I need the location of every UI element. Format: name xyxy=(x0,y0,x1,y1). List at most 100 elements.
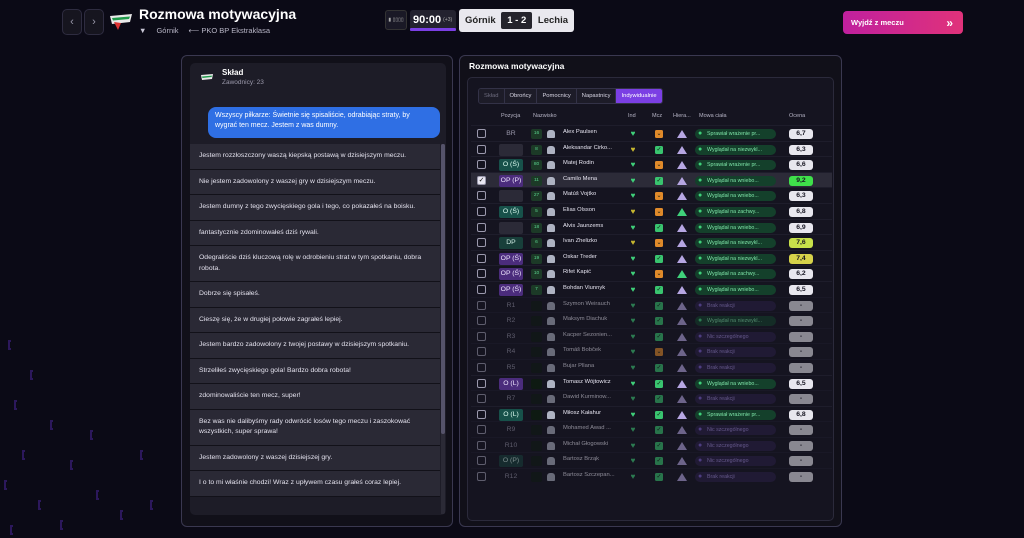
table-row[interactable]: R10 Michał Głogowski ♥ ✓ Nic szczególnego - xyxy=(471,436,832,453)
forward-button[interactable]: › xyxy=(84,9,104,35)
table-row[interactable]: R5 Bujar Pllana ♥ ✓ Brak reakcji - xyxy=(471,358,832,375)
player-name[interactable]: Matej Rodin xyxy=(563,160,594,167)
table-row[interactable]: ✓ OP (P) 11 Camilo Mena ♥ ✓ Wyglądał na wniebo… xyxy=(471,171,832,188)
select-checkbox[interactable] xyxy=(477,206,486,216)
select-checkbox[interactable] xyxy=(477,378,486,388)
select-checkbox[interactable] xyxy=(477,300,486,310)
table-row[interactable]: O (L) Miłosz Kałahur ♥ ✓ Sprawiał wrażenie p… xyxy=(471,405,832,422)
player-name[interactable]: Camilo Mena xyxy=(563,175,598,182)
table-row[interactable]: O (Ś) 80 Matej Rodin ♥ ⌄ Sprawiał wrażenie pr… xyxy=(471,156,832,172)
select-checkbox[interactable] xyxy=(477,238,486,248)
select-checkbox[interactable] xyxy=(477,284,486,294)
select-checkbox[interactable] xyxy=(477,440,486,450)
select-checkbox[interactable] xyxy=(477,472,486,482)
select-checkbox[interactable] xyxy=(477,394,486,404)
table-row[interactable]: OP (Ś) 10 Rifet Kapić ♥ ⌄ Wyglądał na zachwy.… xyxy=(471,265,832,281)
response-option[interactable]: Dobrze się spisałeś. xyxy=(190,282,440,308)
player-name[interactable]: Kacper Sezonien... xyxy=(563,331,612,338)
table-row[interactable]: 18 Alvis Jaunzems ♥ ✓ Wyglądał na wniebo... 6… xyxy=(471,218,832,235)
select-checkbox[interactable] xyxy=(477,425,486,435)
player-name[interactable]: Tomáš Bobček xyxy=(563,347,602,354)
col-body-language[interactable]: Mowa ciała xyxy=(699,113,727,119)
table-row[interactable]: 27 Matúš Vojtko ♥ ⌄ Wyglądał na wniebo... 6,3 xyxy=(471,187,832,203)
table-row[interactable]: O (Ś) 5 Elias Olsson ♥ ⌄ Wyglądał na zachwy..… xyxy=(471,202,832,219)
table-row[interactable]: R3 Kacper Sezonien... ♥ ✓ Nic szczególnego - xyxy=(471,327,832,344)
player-name[interactable]: Bohdan Viunnyk xyxy=(563,284,606,291)
player-name[interactable]: Bujar Pllana xyxy=(563,362,595,369)
select-checkbox[interactable] xyxy=(477,362,486,372)
back-button[interactable]: ‹ xyxy=(62,9,82,35)
player-name[interactable]: Matúš Vojtko xyxy=(563,191,597,198)
select-checkbox[interactable]: ✓ xyxy=(477,175,486,185)
tab-midfielders[interactable]: Pomocnicy xyxy=(537,89,577,103)
table-row[interactable]: R12 Bartosz Szczepan... ♥ ✓ Brak reakcji - xyxy=(471,468,832,484)
response-option[interactable]: Strzeliłeś zwycięskiego gola! Bardzo dob… xyxy=(190,358,440,385)
select-checkbox[interactable] xyxy=(477,409,486,419)
col-position[interactable]: Pozycja xyxy=(501,113,521,119)
chat-scrollbar[interactable] xyxy=(441,144,445,514)
player-name[interactable]: Aleksandar Ćirko... xyxy=(563,144,612,151)
table-row[interactable]: R2 Maksym Diachuk ♥ ✓ Wyglądał na niezwykl..… xyxy=(471,312,832,328)
player-name[interactable]: Michał Głogowski xyxy=(563,440,609,447)
response-option[interactable]: Nie jestem zadowolony z waszej gry w dzi… xyxy=(190,169,440,196)
table-row[interactable]: R1 Szymon Weirauch ♥ ✓ Brak reakcji - xyxy=(471,296,832,313)
col-name[interactable]: Nazwisko xyxy=(533,113,557,119)
exit-match-button[interactable]: Wyjdź z meczu » xyxy=(843,11,963,34)
player-name[interactable]: Bartosz Szczepan... xyxy=(563,472,615,479)
select-checkbox[interactable] xyxy=(477,316,486,326)
player-name[interactable]: Rifet Kapić xyxy=(563,269,592,276)
select-checkbox[interactable] xyxy=(477,144,486,154)
select-checkbox[interactable] xyxy=(477,222,486,232)
table-row[interactable]: BR 16 Alex Paulsen ♥ ⌄ Sprawiał wrażenie pr..… xyxy=(471,125,832,141)
response-option[interactable]: Bez was nie dalibyśmy rady odwrócić losó… xyxy=(190,409,440,446)
col-hierarchy[interactable]: Hiera... xyxy=(673,113,691,119)
select-checkbox[interactable] xyxy=(477,347,486,357)
table-row[interactable]: O (L) Tomasz Wójtowicz ♥ ✓ Wyglądał na wnieb… xyxy=(471,374,832,391)
table-row[interactable]: OP (Ś) 7 Bohdan Viunnyk ♥ ✓ Wyglądał na wnieb… xyxy=(471,280,832,297)
player-name[interactable]: Ivan Zhelizko xyxy=(563,238,598,245)
table-row[interactable]: 8 Aleksandar Ćirko... ♥ ✓ Wyglądał na niezwy… xyxy=(471,140,832,157)
tab-squad[interactable]: Skład xyxy=(479,89,505,103)
table-row[interactable]: R7 Dawid Kurminow... ♥ ✓ Brak reakcji - xyxy=(471,390,832,406)
select-checkbox[interactable] xyxy=(477,191,486,201)
table-row[interactable]: DP 6 Ivan Zhelizko ♥ ⌄ Wyglądał na niezwykl..… xyxy=(471,234,832,250)
player-name[interactable]: Dawid Kurminow... xyxy=(563,394,612,401)
team-label[interactable]: Górnik xyxy=(156,26,179,35)
response-option[interactable]: zdominowaliście ten mecz, super! xyxy=(190,384,440,410)
response-option[interactable]: I o to mi właśnie chodzi! Wraz z upływem… xyxy=(190,471,440,497)
table-row[interactable]: R4 Tomáš Bobček ♥ ⌄ Brak reakcji - xyxy=(471,343,832,359)
player-name[interactable]: Bartosz Brząk xyxy=(563,456,600,463)
player-name[interactable]: Miłosz Kałahur xyxy=(563,409,602,416)
player-name[interactable]: Elias Olsson xyxy=(563,206,596,213)
response-option[interactable]: Odegraliście dziś kluczową rolę w odrobi… xyxy=(190,246,440,283)
tab-individual[interactable]: Indywidualnie xyxy=(616,89,662,103)
table-row[interactable]: R9 Mohamed Awad ... ♥ ✓ Nic szczególnego - xyxy=(471,421,832,437)
select-checkbox[interactable] xyxy=(477,269,486,279)
response-option[interactable]: Jestem dumny z tego zwycięskiego gola i … xyxy=(190,195,440,221)
table-row[interactable]: OP (Ś) 19 Oskar Treder ♥ ✓ Wyglądał na niezwy… xyxy=(471,249,832,266)
response-option[interactable]: Jestem bardzo zadowolony z twojej postaw… xyxy=(190,333,440,359)
player-name[interactable]: Szymon Weirauch xyxy=(563,300,610,307)
league-label[interactable]: ⟵ PKO BP Ekstraklasa xyxy=(188,26,271,35)
select-checkbox[interactable] xyxy=(477,456,486,466)
tab-forwards[interactable]: Napastnicy xyxy=(576,89,617,103)
response-option[interactable]: Jestem rozzłoszczony waszą kiepską posta… xyxy=(190,144,440,170)
player-name[interactable]: Tomasz Wójtowicz xyxy=(563,378,611,385)
player-name[interactable]: Alex Paulsen xyxy=(563,129,597,135)
player-name[interactable]: Maksym Diachuk xyxy=(563,316,608,323)
select-checkbox[interactable] xyxy=(477,160,486,170)
response-option[interactable]: Cieszę się, że w drugiej połowie zagrałe… xyxy=(190,307,440,334)
player-name[interactable]: Alvis Jaunzems xyxy=(563,222,604,229)
response-option[interactable]: fantastycznie zdominowałeś dziś rywali. xyxy=(190,220,440,247)
player-name[interactable]: Oskar Treder xyxy=(563,253,597,260)
col-match[interactable]: Mcz xyxy=(652,113,663,119)
select-checkbox[interactable] xyxy=(477,253,486,263)
response-option[interactable]: Jestem zadowolony z waszej dzisiejszej g… xyxy=(190,445,440,472)
tab-defenders[interactable]: Obrońcy xyxy=(504,89,538,103)
col-individual[interactable]: Ind xyxy=(628,113,636,119)
select-checkbox[interactable] xyxy=(477,129,486,138)
player-name[interactable]: Mohamed Awad ... xyxy=(563,425,611,432)
select-checkbox[interactable] xyxy=(477,331,486,341)
table-row[interactable]: O (P) Bartosz Brząk ♥ ✓ Nic szczególnego - xyxy=(471,452,832,468)
col-rating[interactable]: Ocena xyxy=(789,113,806,119)
